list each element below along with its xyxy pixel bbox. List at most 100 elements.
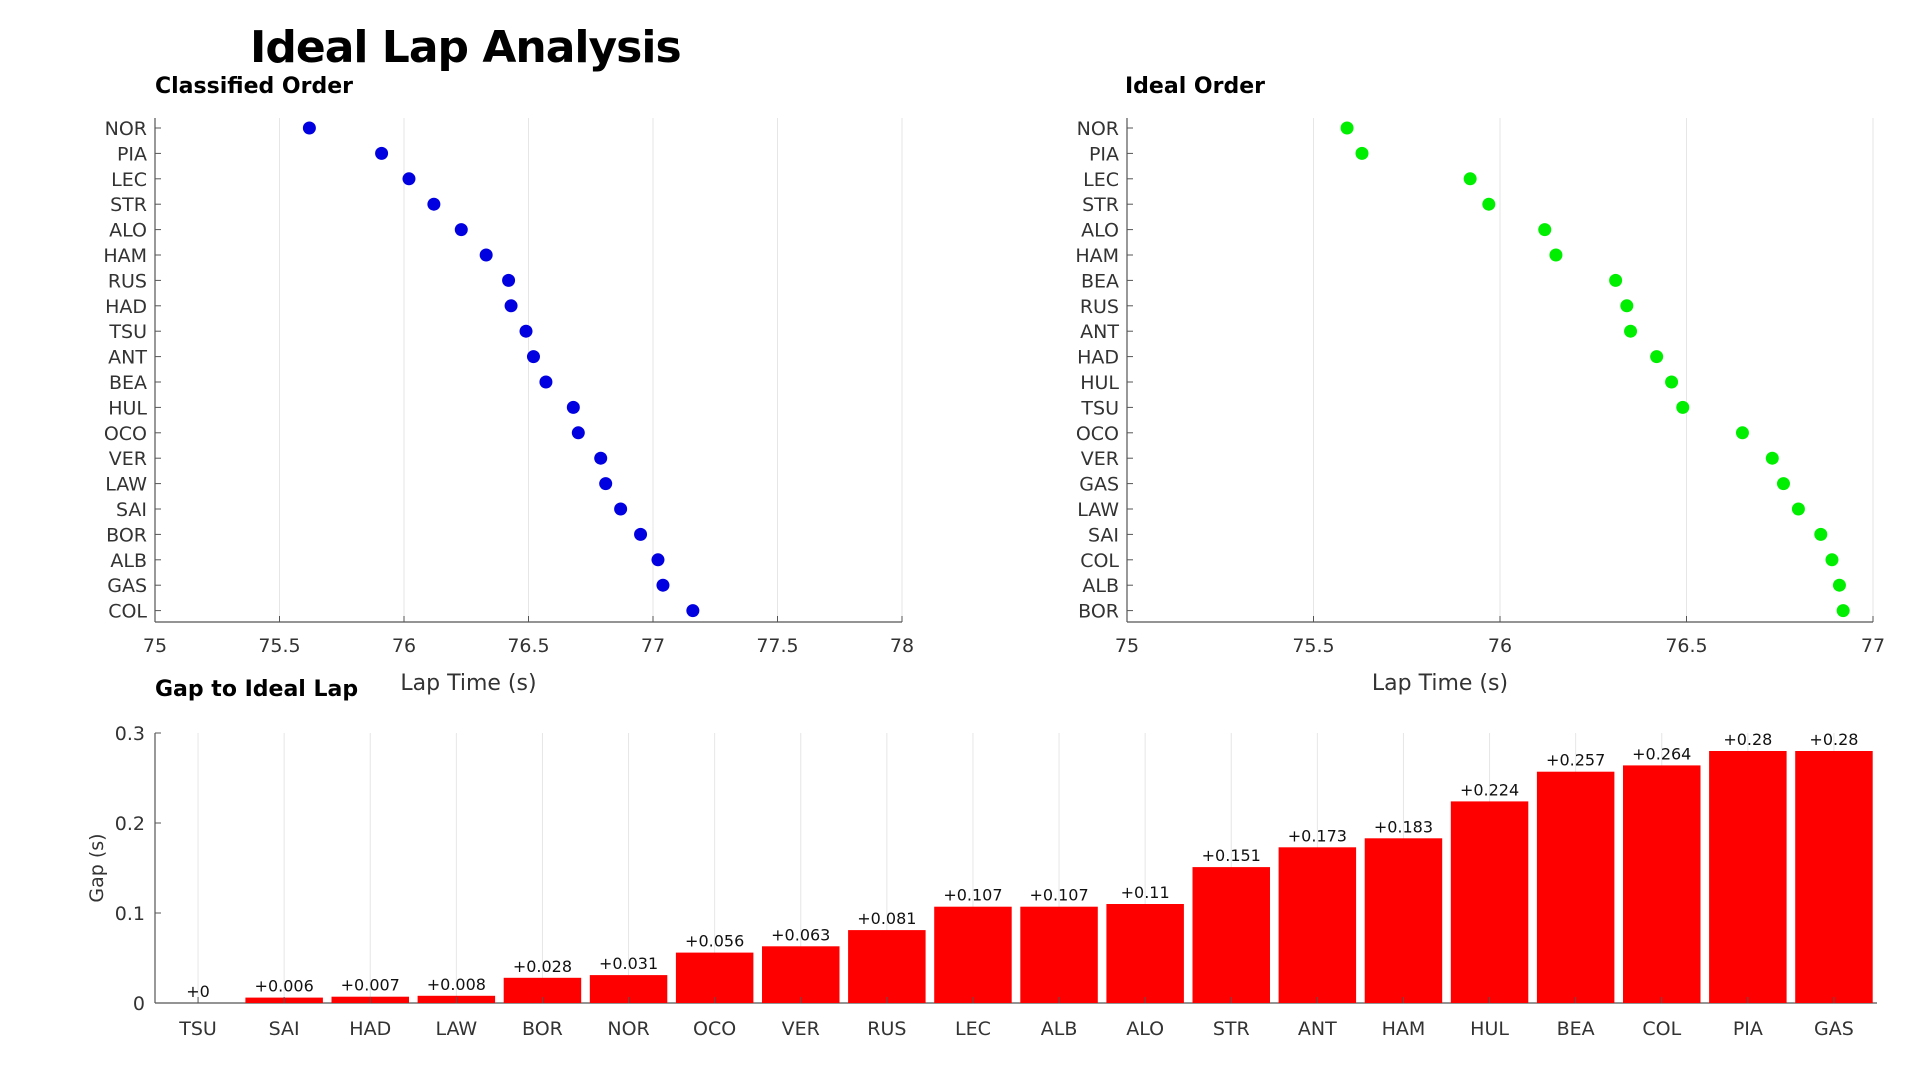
gap-x-tick-label: RUS	[867, 1018, 906, 1040]
classified-x-axis-label: Lap Time (s)	[400, 671, 536, 696]
ideal-point	[1620, 299, 1634, 313]
ideal-point	[1463, 172, 1477, 186]
classified-y-tick-label: HUL	[108, 397, 147, 419]
classified-point	[566, 400, 580, 414]
ideal-y-tick-label: STR	[1082, 194, 1119, 216]
classified-point	[427, 197, 441, 211]
gap-data-label: +0.028	[513, 957, 572, 976]
ideal-y-tick-label: LAW	[1077, 499, 1119, 521]
classified-x-tick-label: 76	[392, 635, 416, 657]
classified-point	[599, 477, 613, 491]
classified-y-tick-label: ANT	[108, 347, 147, 369]
gap-bar	[1709, 751, 1787, 1003]
gap-data-label: +0.28	[1809, 730, 1858, 749]
gap-x-tick-label: HAM	[1382, 1018, 1426, 1040]
classified-y-tick-label: ALB	[110, 550, 147, 572]
gap-bar	[1795, 751, 1873, 1003]
page-title: Ideal Lap Analysis	[250, 22, 682, 73]
classified-point	[614, 502, 628, 516]
ideal-y-tick-label: HAD	[1077, 347, 1119, 369]
classified-point	[571, 426, 585, 440]
classified-y-tick-label: VER	[109, 448, 147, 470]
gap-x-tick-label: TSU	[178, 1018, 217, 1040]
gap-y-tick-label: 0.2	[115, 813, 145, 835]
gap-x-tick-label: NOR	[607, 1018, 649, 1040]
gap-data-label: +0.28	[1723, 730, 1772, 749]
gap-data-label: +0.031	[599, 954, 658, 973]
gap-bar	[1536, 771, 1615, 1003]
gap-bar	[1020, 906, 1098, 1003]
classified-y-tick-label: BOR	[106, 524, 147, 546]
ideal-point	[1482, 197, 1496, 211]
ideal-x-tick-label: 76.5	[1665, 635, 1707, 657]
gap-y-axis-label: Gap (s)	[86, 833, 108, 902]
gap-bar	[675, 952, 754, 1003]
classified-y-tick-label: LAW	[105, 474, 147, 496]
gap-data-label: +0.183	[1374, 817, 1433, 836]
gap-data-label: +0.007	[341, 976, 400, 995]
gap-y-tick-label: 0	[133, 993, 145, 1015]
ideal-y-tick-label: PIA	[1089, 143, 1119, 165]
classified-point	[526, 350, 540, 364]
gap-x-tick-label: ALB	[1041, 1018, 1078, 1040]
ideal-point	[1776, 477, 1790, 491]
gap-x-tick-label: BOR	[522, 1018, 563, 1040]
classified-y-tick-label: GAS	[107, 575, 147, 597]
classified-point	[479, 248, 493, 262]
ideal-y-tick-label: COL	[1080, 550, 1119, 572]
gap-data-label: +0.008	[427, 975, 486, 994]
classified-point	[454, 223, 468, 237]
gap-x-tick-label: BEA	[1557, 1018, 1595, 1040]
ideal-x-tick-label: 77	[1861, 635, 1885, 657]
classified-x-tick-label: 77	[641, 635, 665, 657]
ideal-point	[1624, 324, 1638, 338]
ideal-y-tick-label: ALO	[1081, 220, 1119, 242]
ideal-point	[1832, 578, 1846, 592]
classified-point	[539, 375, 553, 389]
ideal-y-tick-label: NOR	[1077, 118, 1119, 140]
classified-point	[375, 146, 389, 160]
gap-bar	[1278, 847, 1357, 1003]
gap-x-tick-label: STR	[1213, 1018, 1250, 1040]
gap-data-label: +0.11	[1121, 883, 1170, 902]
gap-data-label: +0.107	[1029, 886, 1088, 905]
classified-y-tick-label: TSU	[108, 321, 147, 343]
classified-y-tick-label: LEC	[111, 169, 147, 191]
classified-point	[656, 578, 670, 592]
classified-y-tick-label: PIA	[117, 143, 147, 165]
gap-x-tick-label: COL	[1642, 1018, 1681, 1040]
ideal-point	[1765, 451, 1779, 465]
gap-y-tick-label: 0.3	[115, 723, 145, 745]
classified-order-title: Classified Order	[155, 74, 353, 99]
ideal-point	[1340, 121, 1354, 135]
classified-y-tick-label: COL	[108, 601, 147, 623]
gap-x-tick-label: PIA	[1733, 1018, 1763, 1040]
ideal-point	[1549, 248, 1563, 262]
ideal-point	[1791, 502, 1805, 516]
classified-x-tick-label: 77.5	[756, 635, 798, 657]
ideal-x-tick-label: 75.5	[1292, 635, 1334, 657]
ideal-point	[1665, 375, 1679, 389]
gap-bar	[1364, 838, 1443, 1003]
classified-point	[594, 451, 608, 465]
gap-bar	[848, 930, 926, 1003]
classified-point	[402, 172, 416, 186]
ideal-y-tick-label: SAI	[1088, 524, 1119, 546]
gap-data-label: +0.006	[255, 977, 314, 996]
gap-x-tick-label: LAW	[435, 1018, 477, 1040]
classified-x-tick-label: 75	[143, 635, 167, 657]
gap-x-tick-label: ALO	[1126, 1018, 1164, 1040]
classified-x-tick-label: 78	[890, 635, 914, 657]
classified-point	[302, 121, 316, 135]
gap-y-tick-label: 0.1	[115, 903, 145, 925]
ideal-x-axis-label: Lap Time (s)	[1372, 671, 1508, 696]
classified-y-tick-label: BEA	[109, 372, 147, 394]
ideal-y-tick-label: ANT	[1080, 321, 1119, 343]
gap-x-tick-label: OCO	[693, 1018, 736, 1040]
ideal-y-tick-label: RUS	[1080, 296, 1119, 318]
classified-y-tick-label: STR	[110, 194, 147, 216]
ideal-point	[1676, 400, 1690, 414]
classified-point	[504, 299, 518, 313]
ideal-y-tick-label: VER	[1081, 448, 1119, 470]
ideal-point	[1735, 426, 1749, 440]
